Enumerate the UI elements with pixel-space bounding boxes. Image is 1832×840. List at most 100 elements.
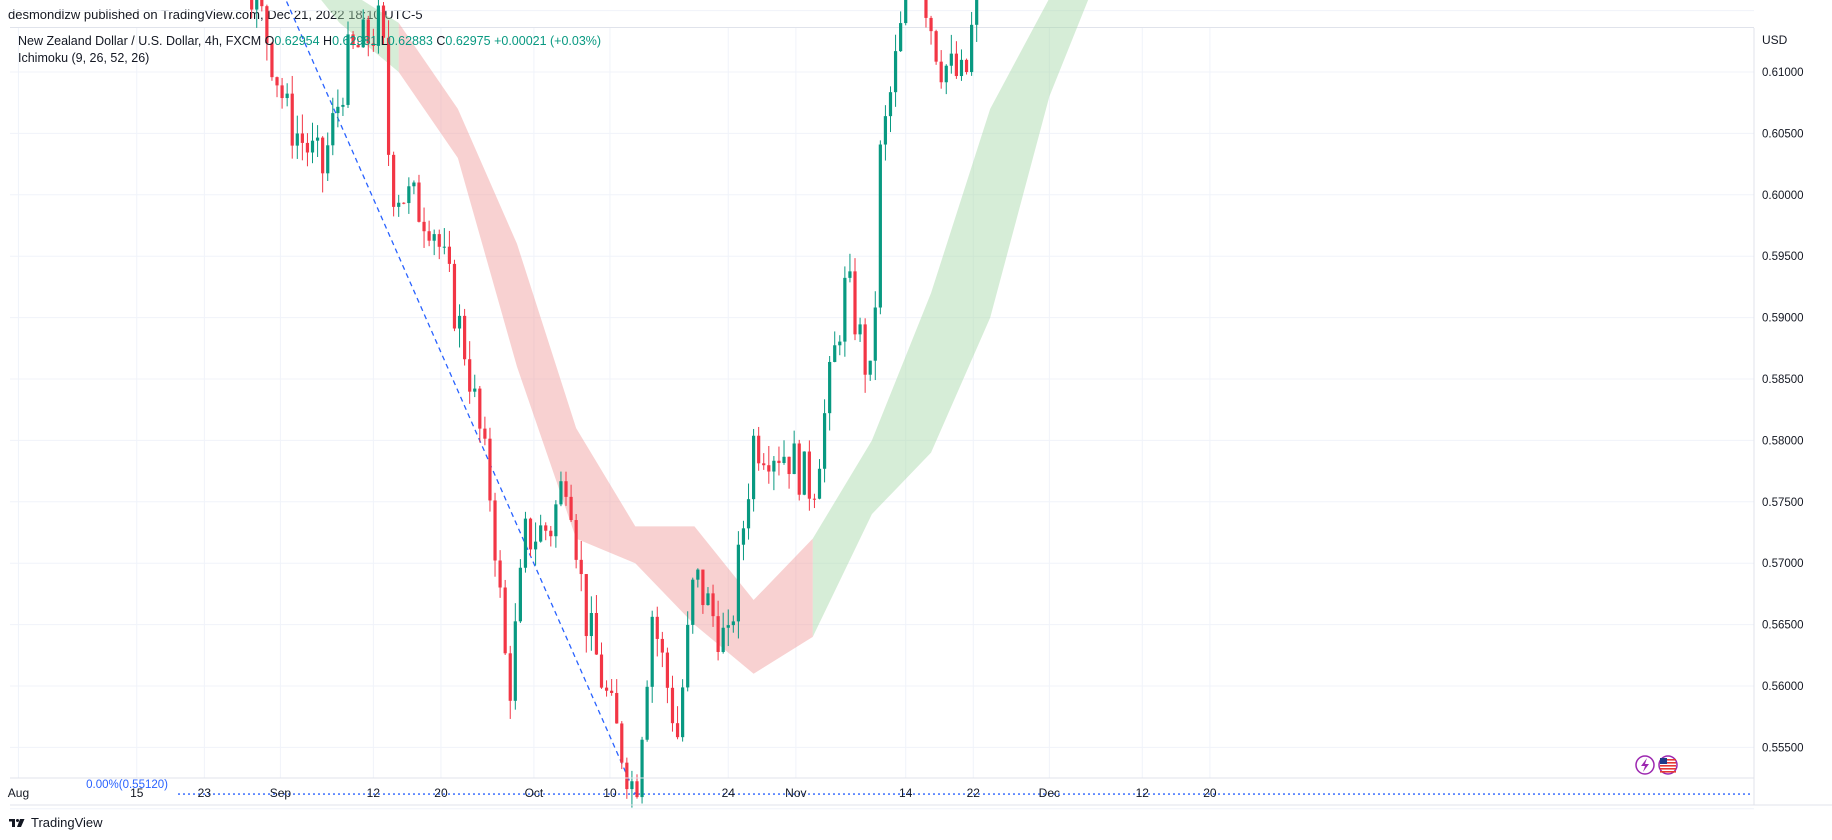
candle xyxy=(594,595,599,655)
candle xyxy=(295,115,299,159)
lightning-icon xyxy=(1635,755,1655,775)
x-tick-label: 20 xyxy=(1203,786,1217,800)
candle xyxy=(270,41,274,81)
candle xyxy=(447,230,451,272)
symbol-name: New Zealand Dollar / U.S. Dollar, 4h, FX… xyxy=(18,34,262,48)
candle xyxy=(711,584,715,627)
candle xyxy=(721,612,725,654)
candle xyxy=(665,647,670,704)
candle xyxy=(544,522,548,541)
candle xyxy=(533,522,538,566)
candle xyxy=(508,645,512,719)
high-label: H xyxy=(323,34,333,48)
candle xyxy=(356,38,360,48)
candle xyxy=(620,721,624,770)
x-tick-label: 12 xyxy=(367,786,381,800)
candle xyxy=(321,136,325,193)
candle xyxy=(250,0,254,19)
candle xyxy=(427,220,431,247)
candle xyxy=(746,483,751,540)
candle xyxy=(260,0,264,12)
candle xyxy=(341,97,345,116)
candle xyxy=(797,439,801,501)
candle xyxy=(478,386,482,443)
y-tick-label: 0.56500 xyxy=(1762,620,1804,632)
open-value: 0.62954 xyxy=(274,34,320,48)
candle xyxy=(701,569,705,614)
candle xyxy=(883,105,888,161)
symbol-legend[interactable]: New Zealand Dollar / U.S. Dollar, 4h, FX… xyxy=(18,34,601,48)
x-tick-label: 23 xyxy=(198,786,212,800)
axes: 0.61000 0.60500 0.60000 0.59500 0.59000 0.585… xyxy=(8,28,1832,806)
change-value: +0.00021 (+0.03%) xyxy=(494,34,602,48)
downtrend-line[interactable] xyxy=(120,0,636,795)
candle xyxy=(858,317,862,342)
candle xyxy=(498,550,502,598)
candle xyxy=(838,335,842,356)
candle xyxy=(528,517,533,557)
candle xyxy=(645,680,649,742)
candle xyxy=(407,177,411,214)
candle xyxy=(554,500,558,548)
candle xyxy=(599,642,604,689)
low-label: L xyxy=(380,34,388,48)
chart-frame[interactable] xyxy=(10,27,1754,806)
candle xyxy=(584,573,588,653)
trendline[interactable] xyxy=(120,0,636,795)
x-tick-label: Aug xyxy=(8,786,29,800)
candle xyxy=(564,471,568,506)
candle xyxy=(326,132,330,182)
candle xyxy=(681,679,685,742)
candle xyxy=(615,679,619,724)
fibonacci-retracement[interactable]: 100.00%(0.64685)88.00%(0.63537)78.60%(0.… xyxy=(73,0,1750,795)
footer-brand: TradingView xyxy=(31,815,103,830)
candle xyxy=(493,492,497,577)
candle xyxy=(255,0,259,28)
candle xyxy=(559,471,563,507)
candle xyxy=(650,610,654,703)
candle xyxy=(741,520,746,561)
x-tick-label: 10 xyxy=(603,786,617,800)
candle xyxy=(305,133,310,167)
indicator-legend[interactable]: Ichimoku (9, 26, 52, 26) xyxy=(18,51,150,65)
candle xyxy=(432,229,436,256)
x-tick-label: 14 xyxy=(899,786,913,800)
candle xyxy=(442,228,446,255)
candle xyxy=(929,15,933,45)
candle xyxy=(503,579,507,656)
candle xyxy=(290,75,294,159)
candle xyxy=(300,114,304,161)
candle xyxy=(265,4,269,61)
candle xyxy=(954,41,958,79)
candle xyxy=(696,568,700,588)
y-tick-label: 0.60500 xyxy=(1762,128,1804,140)
candle xyxy=(361,9,365,48)
ichimoku-cloud xyxy=(321,0,1089,674)
x-tick-label: Oct xyxy=(525,786,544,800)
close-label: C xyxy=(436,34,446,48)
y-tick-label: 0.59500 xyxy=(1762,251,1804,263)
candle xyxy=(422,207,426,248)
candle xyxy=(412,180,416,195)
candle xyxy=(468,341,472,404)
candle xyxy=(655,606,659,657)
candle xyxy=(331,97,335,156)
candle xyxy=(939,50,943,89)
candle xyxy=(899,11,903,52)
grid xyxy=(10,10,1754,810)
footer: TradingView xyxy=(8,815,103,830)
y-tick-label: 0.59000 xyxy=(1762,313,1804,325)
candle xyxy=(574,514,578,569)
candle xyxy=(848,253,852,283)
y-tick-label: 0.58500 xyxy=(1762,374,1804,386)
candle xyxy=(452,259,457,332)
candle xyxy=(873,291,877,381)
candle xyxy=(371,28,375,52)
candle xyxy=(752,428,756,512)
candle xyxy=(336,89,340,128)
candle xyxy=(893,34,898,107)
y-tick-label: 0.61000 xyxy=(1762,67,1804,79)
candle xyxy=(736,531,740,639)
x-tick-label: 20 xyxy=(434,786,448,800)
